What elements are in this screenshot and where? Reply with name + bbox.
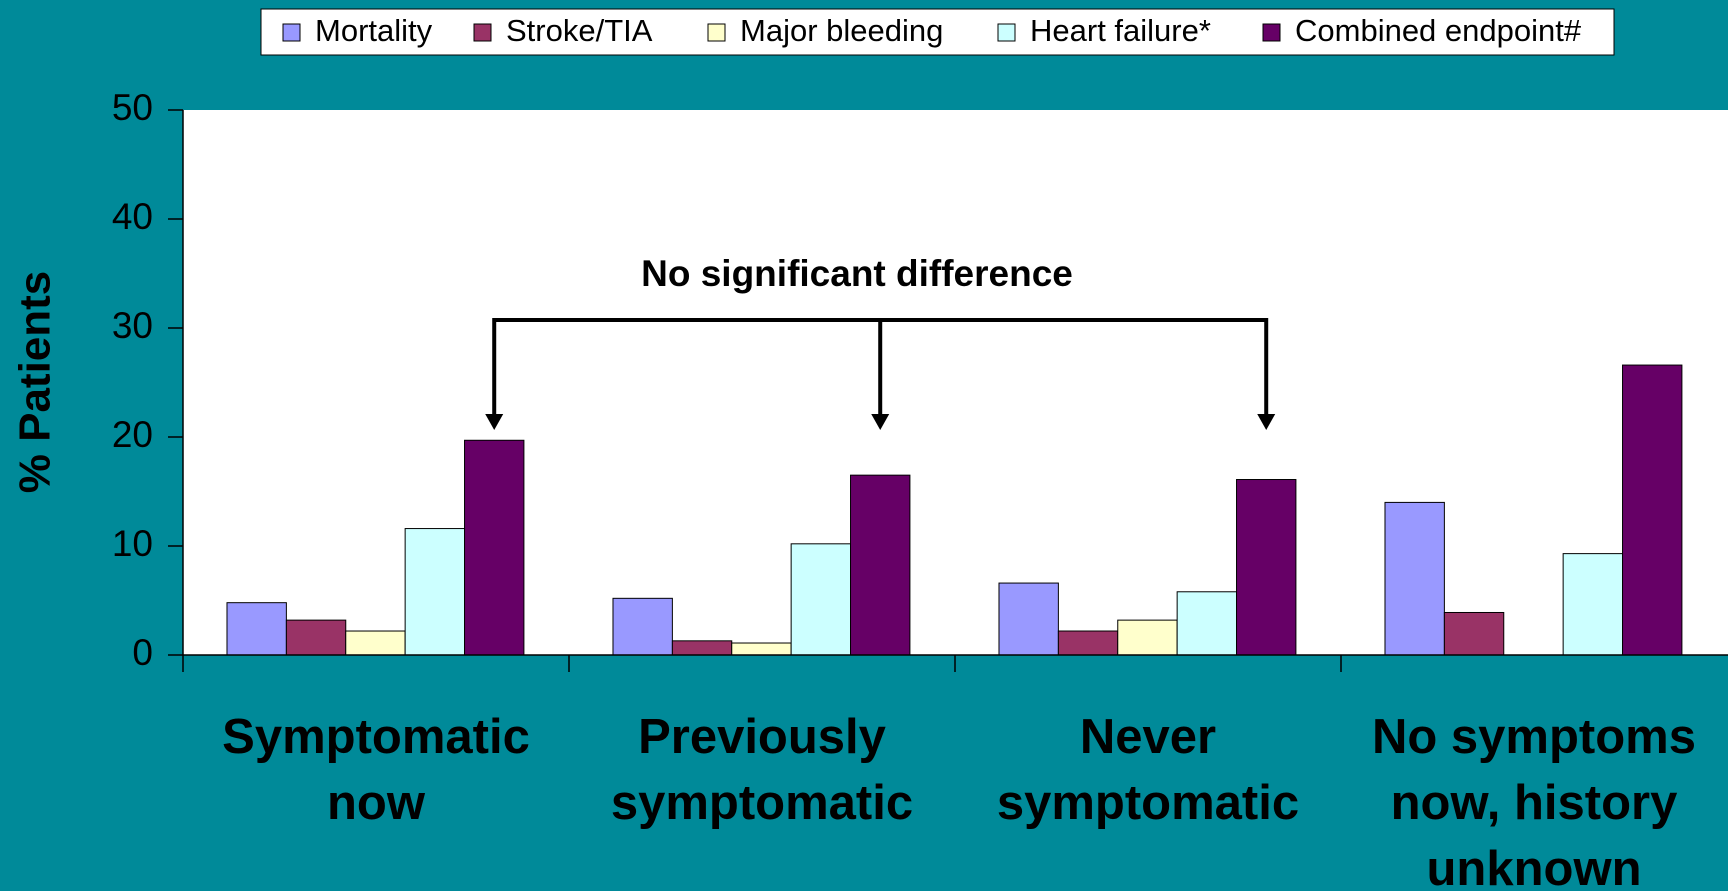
y-tick-label: 0 — [132, 632, 153, 673]
x-tick-label: Symptomatic now — [222, 710, 530, 830]
legend-label: Major bleeding — [740, 13, 943, 48]
bar — [1562, 553, 1624, 656]
legend-swatch — [707, 23, 726, 42]
bar — [226, 602, 287, 656]
bar — [998, 582, 1059, 656]
bar — [1384, 501, 1445, 656]
bar — [790, 543, 852, 656]
x-tick-label: Previously symptomatic — [610, 710, 914, 830]
bar — [850, 474, 911, 656]
bar — [612, 597, 673, 656]
bar — [1057, 630, 1119, 656]
legend-label: Combined endpoint# — [1295, 13, 1582, 48]
y-tick-label: 40 — [112, 196, 153, 237]
y-axis-label: % Patients — [11, 271, 60, 494]
y-tick-label: 10 — [112, 523, 153, 564]
x-tick-label: Never symptomatic — [996, 710, 1300, 830]
legend-label: Stroke/TIA — [506, 13, 653, 48]
y-tick-label: 20 — [112, 414, 153, 455]
arrow-head — [485, 414, 504, 430]
bar — [1236, 479, 1297, 656]
legend-swatch — [1262, 23, 1281, 42]
arrow-head — [1257, 414, 1276, 430]
bar — [1443, 611, 1505, 656]
legend-swatch — [282, 23, 301, 42]
x-tick-label: No symptoms now, history unknown — [1371, 710, 1696, 891]
bar — [404, 528, 466, 656]
arrow-head — [871, 414, 890, 430]
bar — [1176, 591, 1238, 656]
y-tick-label: 30 — [112, 305, 153, 346]
annotation: No significant difference — [641, 253, 1073, 294]
bar — [1117, 619, 1178, 656]
legend-swatch — [473, 23, 492, 42]
legend-swatch — [997, 23, 1016, 42]
bar — [464, 439, 525, 656]
bar — [671, 640, 733, 656]
bar — [731, 642, 792, 656]
bar — [1622, 364, 1683, 656]
legend-label: Heart failure* — [1030, 13, 1211, 48]
bar — [285, 619, 347, 656]
legend-label: Mortality — [315, 13, 433, 48]
bar — [345, 630, 406, 656]
bracket — [492, 318, 1269, 418]
y-tick-label: 50 — [112, 87, 153, 128]
